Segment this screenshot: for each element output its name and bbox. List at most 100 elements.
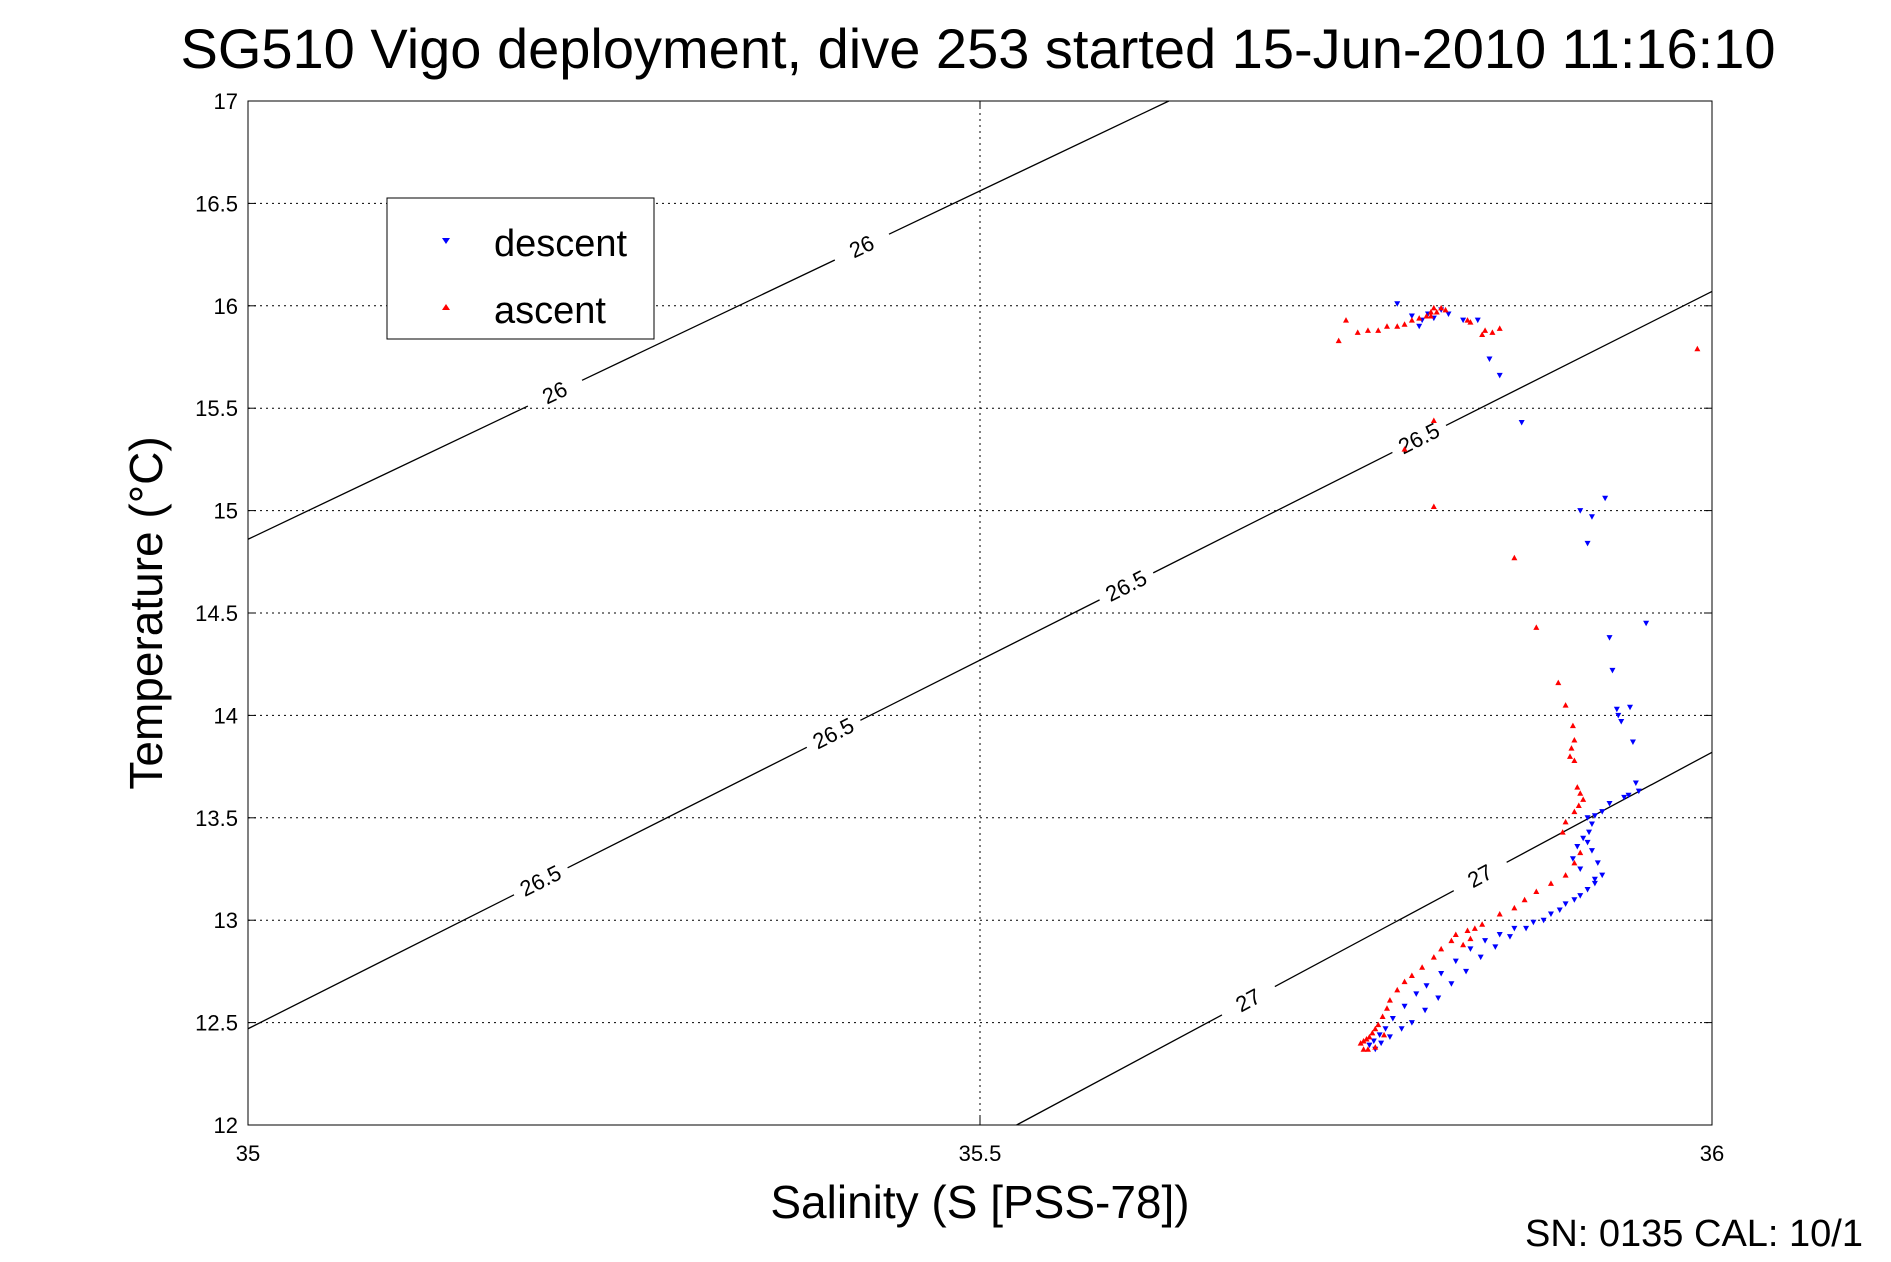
data-point-descent bbox=[1584, 815, 1591, 821]
data-point-descent bbox=[1588, 848, 1595, 854]
contour-line-segment bbox=[247, 894, 515, 1030]
legend: descent ascent bbox=[386, 197, 655, 340]
data-point-ascent bbox=[1694, 345, 1701, 352]
data-point-ascent bbox=[1408, 972, 1415, 978]
legend-descent-label: descent bbox=[494, 223, 628, 265]
data-point-ascent bbox=[1460, 941, 1467, 948]
data-point-descent bbox=[1588, 514, 1595, 520]
data-point-ascent bbox=[1375, 327, 1382, 333]
contour-line-segment bbox=[567, 746, 808, 869]
data-point-descent bbox=[1394, 301, 1401, 307]
data-point-descent bbox=[1438, 970, 1445, 977]
data-point-descent bbox=[1629, 739, 1636, 746]
data-point-ascent bbox=[1571, 736, 1578, 743]
contour-line-segment bbox=[1274, 890, 1455, 988]
data-point-descent bbox=[1577, 508, 1584, 514]
data-point-descent bbox=[1408, 1020, 1415, 1026]
data-point-descent bbox=[1547, 911, 1554, 918]
data-point-descent bbox=[1627, 704, 1634, 711]
data-point-ascent bbox=[1571, 808, 1578, 815]
data-point-descent bbox=[1382, 1026, 1389, 1032]
data-point-descent bbox=[1632, 780, 1639, 786]
data-point-ascent bbox=[1464, 927, 1471, 933]
data-point-descent bbox=[1540, 917, 1547, 924]
data-point-ascent bbox=[1416, 315, 1423, 321]
contour-line-segment bbox=[1506, 751, 1713, 863]
y-tick-label: 14 bbox=[214, 703, 238, 728]
data-point-descent bbox=[1376, 1032, 1383, 1038]
data-point-descent bbox=[1506, 934, 1513, 940]
data-point-ascent bbox=[1562, 872, 1569, 878]
data-point-ascent bbox=[1363, 1035, 1370, 1042]
data-point-ascent bbox=[1574, 784, 1581, 790]
data-point-descent bbox=[1621, 794, 1628, 801]
data-point-descent bbox=[1460, 317, 1467, 324]
data-point-ascent bbox=[1438, 945, 1445, 952]
data-point-ascent bbox=[1580, 796, 1587, 802]
data-point-descent bbox=[1422, 1007, 1429, 1014]
data-point-ascent bbox=[1547, 880, 1554, 886]
data-point-descent bbox=[1448, 981, 1455, 987]
data-point-descent bbox=[1452, 958, 1459, 965]
data-point-descent bbox=[1625, 792, 1632, 799]
data-point-ascent bbox=[1479, 921, 1486, 927]
data-point-descent bbox=[1591, 813, 1598, 819]
x-tick-label: 36 bbox=[1700, 1141, 1724, 1166]
data-point-ascent bbox=[1408, 317, 1415, 323]
data-point-ascent bbox=[1471, 925, 1478, 931]
y-tick-label: 13 bbox=[214, 908, 238, 933]
data-point-ascent bbox=[1577, 849, 1584, 856]
y-tick-label: 12.5 bbox=[195, 1011, 238, 1036]
data-point-ascent bbox=[1559, 829, 1566, 835]
data-point-ascent bbox=[1369, 1029, 1376, 1036]
data-point-ascent bbox=[1427, 313, 1434, 319]
data-point-descent bbox=[1435, 995, 1442, 1002]
data-point-descent bbox=[1588, 821, 1595, 827]
grid-lines bbox=[248, 101, 1712, 1125]
footer-serial-cal: SN: 0135 CAL: 10/1 bbox=[1525, 1213, 1863, 1255]
data-point-descent bbox=[1366, 1042, 1373, 1049]
y-tick-label: 14.5 bbox=[195, 601, 238, 626]
data-point-ascent bbox=[1423, 313, 1430, 319]
data-point-descent bbox=[1615, 712, 1622, 719]
data-point-ascent bbox=[1568, 745, 1575, 751]
legend-ascent-marker bbox=[442, 304, 450, 310]
data-point-descent bbox=[1523, 925, 1530, 932]
data-point-ascent bbox=[1438, 304, 1445, 311]
data-point-descent bbox=[1511, 925, 1518, 932]
data-point-descent bbox=[1591, 880, 1598, 887]
data-point-ascent bbox=[1381, 1031, 1388, 1038]
data-point-ascent bbox=[1379, 1013, 1386, 1019]
data-point-descent bbox=[1602, 495, 1609, 502]
data-point-ascent bbox=[1401, 321, 1408, 327]
data-point-ascent bbox=[1521, 896, 1528, 903]
data-point-descent bbox=[1556, 907, 1563, 913]
data-point-ascent bbox=[1364, 327, 1371, 333]
data-point-ascent bbox=[1566, 753, 1573, 759]
x-axis-label: Salinity (S [PSS-78]) bbox=[770, 1176, 1189, 1228]
data-point-ascent bbox=[1366, 1033, 1373, 1040]
data-point-descent bbox=[1445, 311, 1452, 317]
y-tick-label: 15.5 bbox=[195, 396, 238, 421]
data-point-ascent bbox=[1401, 446, 1408, 452]
data-point-ascent bbox=[1533, 888, 1540, 895]
data-point-ascent bbox=[1452, 931, 1459, 938]
data-point-ascent bbox=[1571, 859, 1578, 866]
data-point-descent bbox=[1586, 829, 1593, 836]
data-point-ascent bbox=[1555, 679, 1562, 686]
data-point-ascent bbox=[1357, 1040, 1364, 1046]
data-point-descent bbox=[1530, 919, 1537, 926]
data-point-descent bbox=[1577, 893, 1584, 899]
axis-ticks: 35 35.5 36 12 12.5 13 13.5 14 14.5 15 15.5 16 16.5 17 bbox=[195, 89, 1724, 1166]
legend-descent-marker bbox=[442, 238, 450, 244]
data-point-ascent bbox=[1577, 790, 1584, 796]
data-point-descent bbox=[1496, 932, 1503, 938]
data-point-ascent bbox=[1467, 319, 1474, 325]
data-point-ascent bbox=[1489, 329, 1496, 335]
data-point-ascent bbox=[1430, 503, 1437, 510]
y-tick-label: 13.5 bbox=[195, 806, 238, 831]
y-tick-label: 12 bbox=[214, 1113, 238, 1138]
data-point-ascent bbox=[1372, 1044, 1379, 1050]
data-point-descent bbox=[1613, 706, 1620, 713]
